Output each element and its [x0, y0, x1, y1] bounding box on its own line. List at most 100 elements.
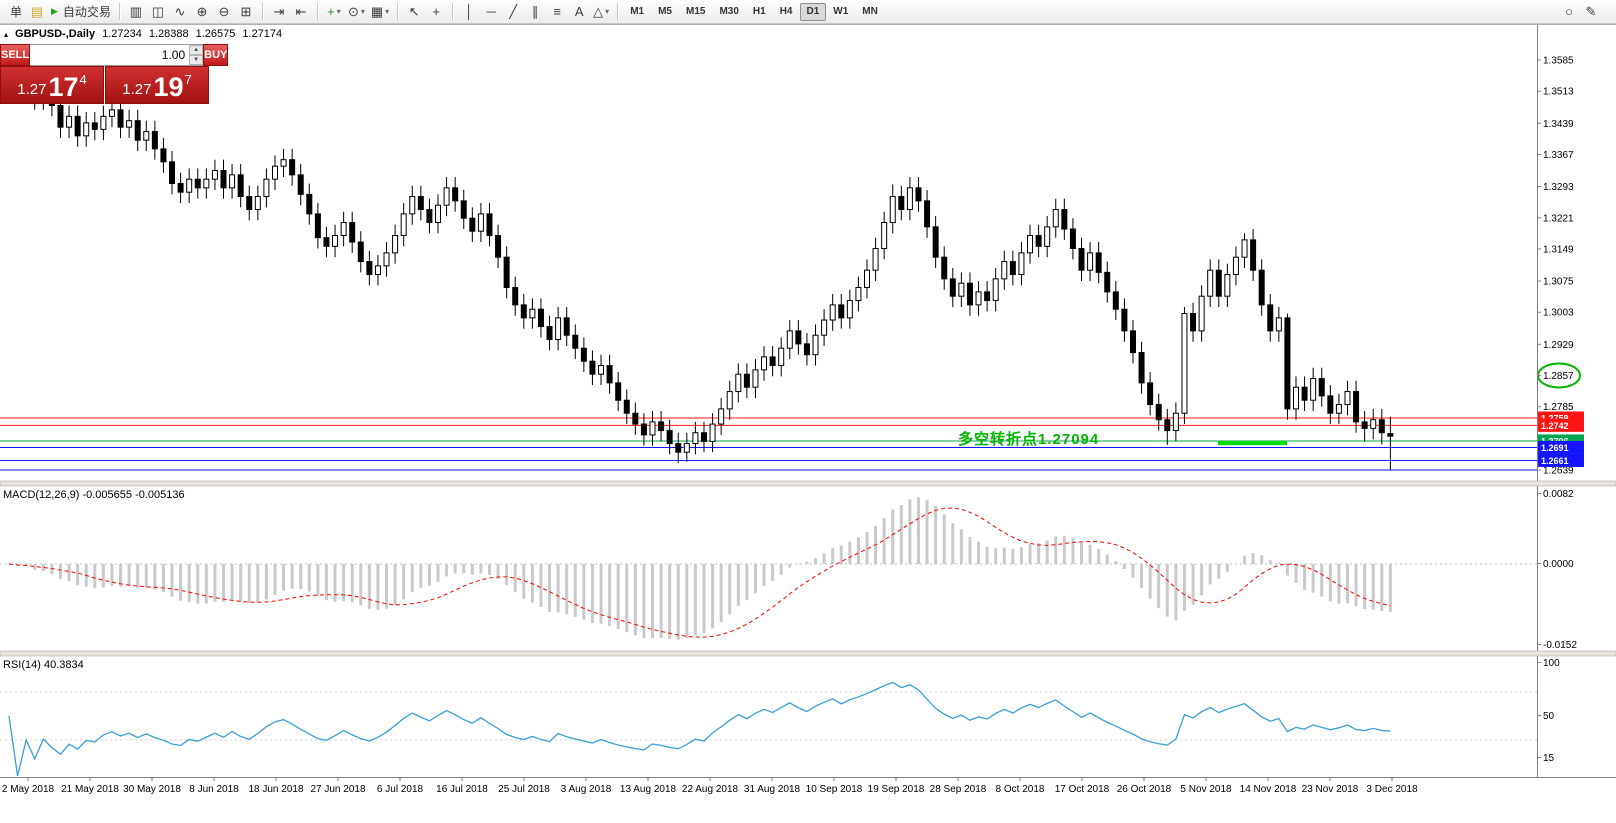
price-scale-label: 1.2857 [1543, 371, 1574, 382]
price-scale-label: 1.3149 [1543, 244, 1574, 255]
rsi-scale-label: 100 [1543, 658, 1560, 669]
panel-separator[interactable] [0, 650, 1616, 657]
price-scale-label: 1.2929 [1543, 340, 1574, 351]
new-order-button[interactable]: 单 [9, 5, 22, 19]
fibonacci-icon[interactable]: ≡ [553, 4, 561, 19]
chart-stage: 1.3585 1.3513 1.3439 1.3367 1.3293 1.3221 1.31… [0, 24, 1616, 823]
price-scale-label: 1.3003 [1543, 308, 1574, 319]
date-label: 21 May 2018 [61, 784, 119, 795]
panel-separator[interactable] [0, 480, 1616, 487]
date-label: 3 Dec 2018 [1366, 784, 1418, 795]
volume-input[interactable] [30, 45, 190, 65]
macd-signal-line [8, 507, 1391, 638]
volume-spinner: ▲ ▼ [189, 45, 204, 65]
timeframe-button-h4[interactable]: H4 [779, 6, 793, 17]
price-badge-label: 1.2742 [1541, 421, 1569, 431]
volume-decrease-button[interactable]: ▼ [189, 55, 204, 65]
pivot-annotation[interactable]: 多空转折点1.27094 [958, 431, 1100, 448]
close-value: 1.27174 [242, 28, 283, 40]
periods-button[interactable]: ⊙ ▾ [347, 4, 365, 19]
auto-scroll-icon[interactable]: ⇥ [273, 4, 285, 19]
price-scale-label: 1.2785 [1543, 402, 1574, 413]
date-label: 5 Nov 2018 [1180, 784, 1232, 795]
timeframe-button-w1[interactable]: W1 [833, 6, 849, 17]
macd-panel[interactable]: MACD(12,26,9) -0.005655 -0.005136 0.0082 0… [0, 489, 1577, 651]
volume-increase-button[interactable]: ▲ [189, 45, 204, 55]
rsi-scale-label: 50 [1543, 711, 1555, 722]
timeframe-button-d1[interactable]: D1 [799, 2, 827, 21]
price-scale[interactable]: 1.3585 1.3513 1.3439 1.3367 1.3293 1.3221 1.31… [1537, 56, 1584, 477]
date-label: 8 Oct 2018 [996, 784, 1045, 795]
timeframe-button-m15[interactable]: M15 [686, 6, 706, 17]
chart-shift-icon[interactable]: ⇤ [295, 4, 307, 19]
bar-chart-icon[interactable]: ▥ [129, 4, 143, 19]
price-scale-label: 1.3221 [1543, 213, 1574, 224]
toolbar-separator [316, 3, 318, 20]
toolbar-separator [452, 3, 454, 20]
sell-button[interactable]: SELL [0, 44, 31, 66]
vertical-line-icon[interactable]: │ [465, 4, 474, 19]
macd-label: MACD(12,26,9) -0.005655 -0.005136 [3, 489, 185, 501]
candlesticks[interactable] [6, 49, 1394, 470]
edit-icon[interactable]: ✎ [1585, 4, 1597, 19]
oneclick-toggle-icon[interactable]: ▴ [4, 29, 9, 39]
bid-pips: 17 [48, 72, 79, 102]
trendline-icon[interactable]: ╱ [509, 4, 518, 19]
date-label: 25 Jul 2018 [498, 784, 550, 795]
text-label-icon[interactable]: A [574, 4, 584, 19]
date-label: 17 Oct 2018 [1055, 784, 1110, 795]
price-scale-label: 1.3513 [1543, 87, 1574, 98]
tile-windows-icon[interactable]: ⊞ [240, 4, 252, 19]
price-badge [1538, 453, 1584, 467]
line-chart-icon[interactable]: ∿ [174, 4, 186, 19]
price-scale-label: 1.3075 [1543, 277, 1574, 288]
timeframe-button-m5[interactable]: M5 [658, 6, 672, 17]
macd-scale-label: -0.0152 [1543, 640, 1577, 651]
symbol-period-label: GBPUSD-,Daily [15, 28, 96, 40]
indicators-button[interactable]: + ▾ [327, 4, 341, 19]
arrows-icon[interactable]: △ ▾ [593, 4, 610, 19]
low-value: 1.26575 [195, 28, 236, 40]
zoom-in-icon[interactable]: ⊕ [196, 4, 208, 19]
date-label: 6 Jul 2018 [377, 784, 424, 795]
search-icon[interactable]: ○ [1565, 4, 1573, 19]
date-label: 28 Sep 2018 [930, 784, 987, 795]
horizontal-line-icon[interactable]: ─ [486, 4, 496, 19]
price-badge-label: 1.2759 [1541, 413, 1569, 423]
macd-scale-label: 0.0000 [1543, 559, 1574, 570]
crosshair-icon[interactable]: + [432, 4, 440, 19]
bid-big-figure: 1.27 [17, 81, 47, 98]
templates-button[interactable]: ▦ ▾ [370, 4, 390, 19]
autotrading-button[interactable]: ▶ 自动交易 [51, 5, 111, 19]
sell-price-button[interactable]: 1.27 17 4 [0, 66, 104, 104]
rsi-line [8, 681, 1391, 777]
buy-price-button[interactable]: 1.27 19 7 [105, 66, 209, 104]
buy-button[interactable]: BUY [203, 44, 229, 66]
chart-canvas[interactable]: 1.3585 1.3513 1.3439 1.3367 1.3293 1.3221 1.31… [0, 24, 1616, 823]
cursor-icon[interactable]: ↖ [408, 4, 420, 19]
price-scale-label: 1.3439 [1543, 119, 1574, 130]
timeframe-toolbar: M1 M5 M15 M30 H1 H4 D1 W1 MN [623, 2, 885, 21]
high-value: 1.28388 [148, 28, 189, 40]
ask-big-figure: 1.27 [122, 81, 152, 98]
ask-pips: 19 [153, 72, 184, 102]
candlestick-chart-icon[interactable]: ◫ [151, 4, 165, 19]
timeframe-button-mn[interactable]: MN [862, 6, 878, 17]
channel-icon[interactable]: ∥ [531, 4, 539, 19]
price-scale-label: 1.3367 [1543, 150, 1574, 161]
timeframe-button-m1[interactable]: M1 [630, 6, 645, 17]
order-history-icon[interactable]: ▤ [30, 4, 44, 19]
rsi-scale-label: 15 [1543, 753, 1555, 764]
timeframe-button-h1[interactable]: H1 [752, 6, 766, 17]
price-badge [1538, 418, 1584, 432]
date-label: 26 Oct 2018 [1117, 784, 1172, 795]
toolbar-separator [397, 3, 399, 20]
price-badge-label: 1.2661 [1541, 456, 1569, 466]
macd-scale-label: 0.0082 [1543, 489, 1574, 500]
timeframe-button-m30[interactable]: M30 [719, 6, 739, 17]
rsi-panel[interactable]: RSI(14) 40.3834 100 50 15 [0, 658, 1560, 777]
zoom-out-icon[interactable]: ⊖ [218, 4, 230, 19]
date-axis[interactable]: 2 May 2018 21 May 2018 30 May 2018 8 Jun 20… [0, 777, 1616, 795]
rsi-label: RSI(14) 40.3834 [3, 659, 84, 671]
